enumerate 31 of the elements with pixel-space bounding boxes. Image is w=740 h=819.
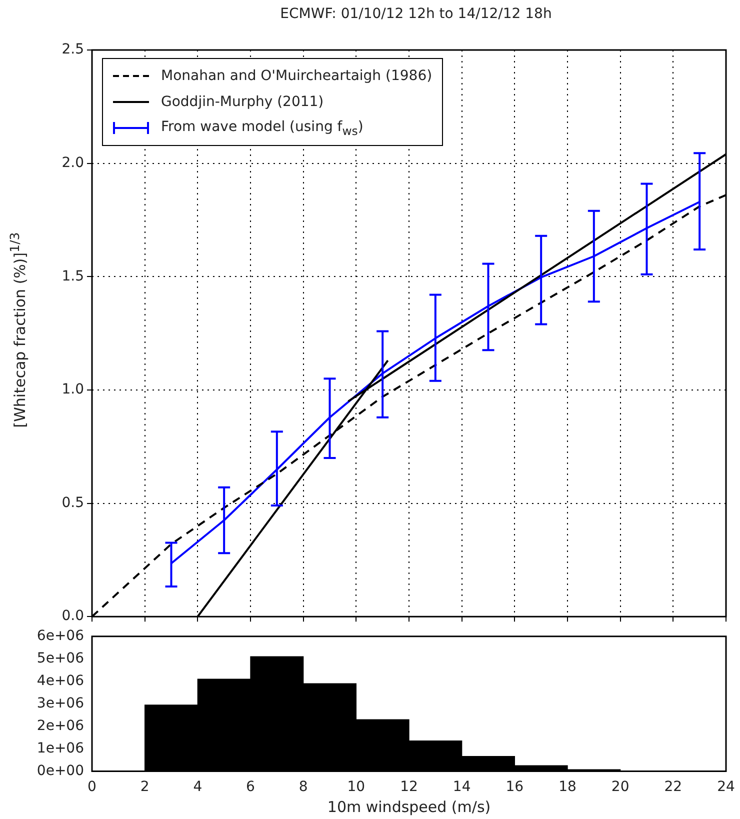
- chart-title: ECMWF: 01/10/12 12h to 14/12/12 18h: [279, 6, 553, 22]
- y-tick-label: 2.0: [62, 154, 84, 171]
- x-tick-label: 20: [611, 779, 630, 796]
- x-tick-label: 22: [664, 779, 682, 796]
- y-tick-label: 0.0: [62, 608, 84, 624]
- x-tick-label: 2: [140, 779, 150, 796]
- y-tick-label: 1.5: [62, 268, 84, 284]
- x-tick-label: 8: [298, 779, 308, 796]
- x-tick-label: 4: [193, 779, 202, 796]
- y-tick-label: 5e+06: [36, 650, 84, 667]
- x-tick-label: 12: [400, 779, 418, 796]
- y-tick-label: 1.0: [62, 382, 84, 398]
- y-tick-label: 1e+06: [36, 740, 84, 756]
- x-tick-label: 24: [717, 779, 735, 796]
- y-tick-label: 3e+06: [36, 695, 84, 712]
- legend-label: Monahan and O'Muircheartaigh (1986): [161, 68, 432, 84]
- legend-label: Goddjin-Murphy (2011): [161, 94, 324, 110]
- x-tick-label: 0: [88, 779, 96, 796]
- x-tick-label: 18: [558, 779, 576, 796]
- x-tick-label: 14: [452, 779, 471, 796]
- y-tick-label: 6e+06: [36, 628, 84, 644]
- y-tick-label: 0e+00: [36, 762, 84, 779]
- y-tick-label: 2e+06: [36, 718, 84, 734]
- x-axis-title: 10m windspeed (m/s): [327, 798, 491, 816]
- y-tick-label: 0.5: [62, 494, 84, 511]
- y-tick-label: 4e+06: [36, 672, 84, 689]
- y-tick-label: 2.5: [62, 42, 84, 58]
- x-tick-label: 16: [506, 779, 524, 796]
- x-tick-label: 10: [347, 779, 366, 796]
- x-tick-label: 6: [246, 779, 256, 796]
- legend-label: From wave model (using f$_{ws}$): [161, 118, 364, 138]
